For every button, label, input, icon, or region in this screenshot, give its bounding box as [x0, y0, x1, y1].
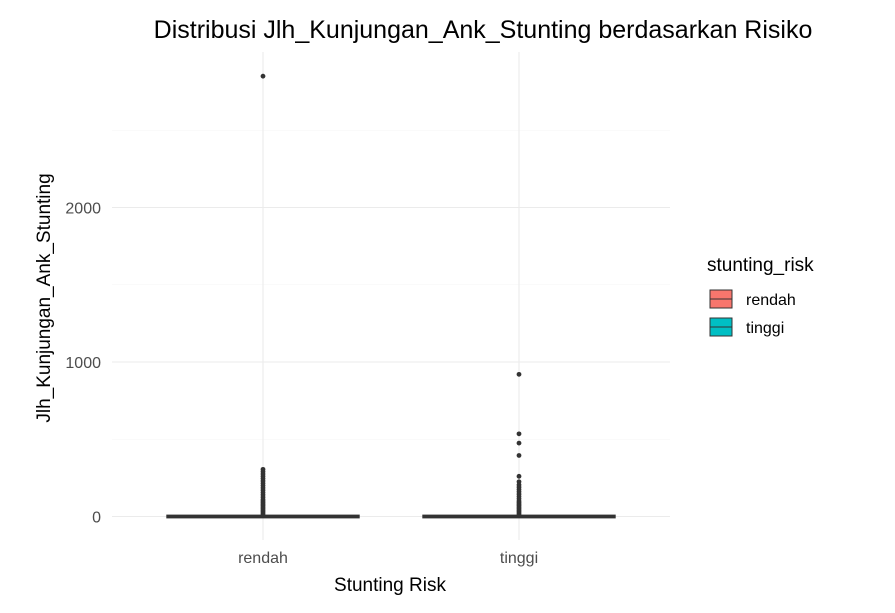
outlier-point — [516, 473, 522, 479]
legend-label: rendah — [746, 292, 796, 309]
x-tick-label: tinggi — [500, 550, 538, 567]
major-gridlines — [112, 52, 670, 540]
legend: stunting_risk rendah tinggi — [707, 255, 814, 337]
outlier-point — [516, 512, 522, 518]
y-axis-ticks: 0 1000 2000 — [65, 201, 101, 527]
x-tick-label: rendah — [238, 550, 288, 567]
legend-title: stunting_risk — [707, 255, 814, 276]
outlier-point — [260, 73, 266, 79]
legend-entry-tinggi: tinggi — [709, 317, 784, 337]
chart-title: Distribusi Jlh_Kunjungan_Ank_Stunting be… — [154, 16, 813, 44]
x-axis-title: Stunting Risk — [334, 575, 446, 596]
y-tick-label: 1000 — [65, 355, 101, 372]
box-series — [166, 73, 616, 519]
y-tick-label: 2000 — [65, 201, 101, 218]
x-axis-ticks: rendah tinggi — [238, 550, 538, 567]
outlier-point — [516, 371, 522, 377]
outlier-point — [516, 440, 522, 446]
y-tick-label: 0 — [92, 510, 101, 527]
outlier-point — [516, 431, 522, 437]
minor-gridlines — [112, 129, 670, 440]
outlier-point — [516, 453, 522, 458]
box-group-tinggi — [422, 371, 616, 519]
box-group-rendah — [166, 73, 360, 519]
legend-label: tinggi — [746, 320, 784, 337]
outlier-point — [260, 512, 266, 518]
y-axis-title: Jlh_Kunjungan_Ank_Stunting — [34, 173, 55, 422]
legend-entry-rendah: rendah — [709, 289, 796, 309]
plot-panel — [112, 52, 670, 540]
